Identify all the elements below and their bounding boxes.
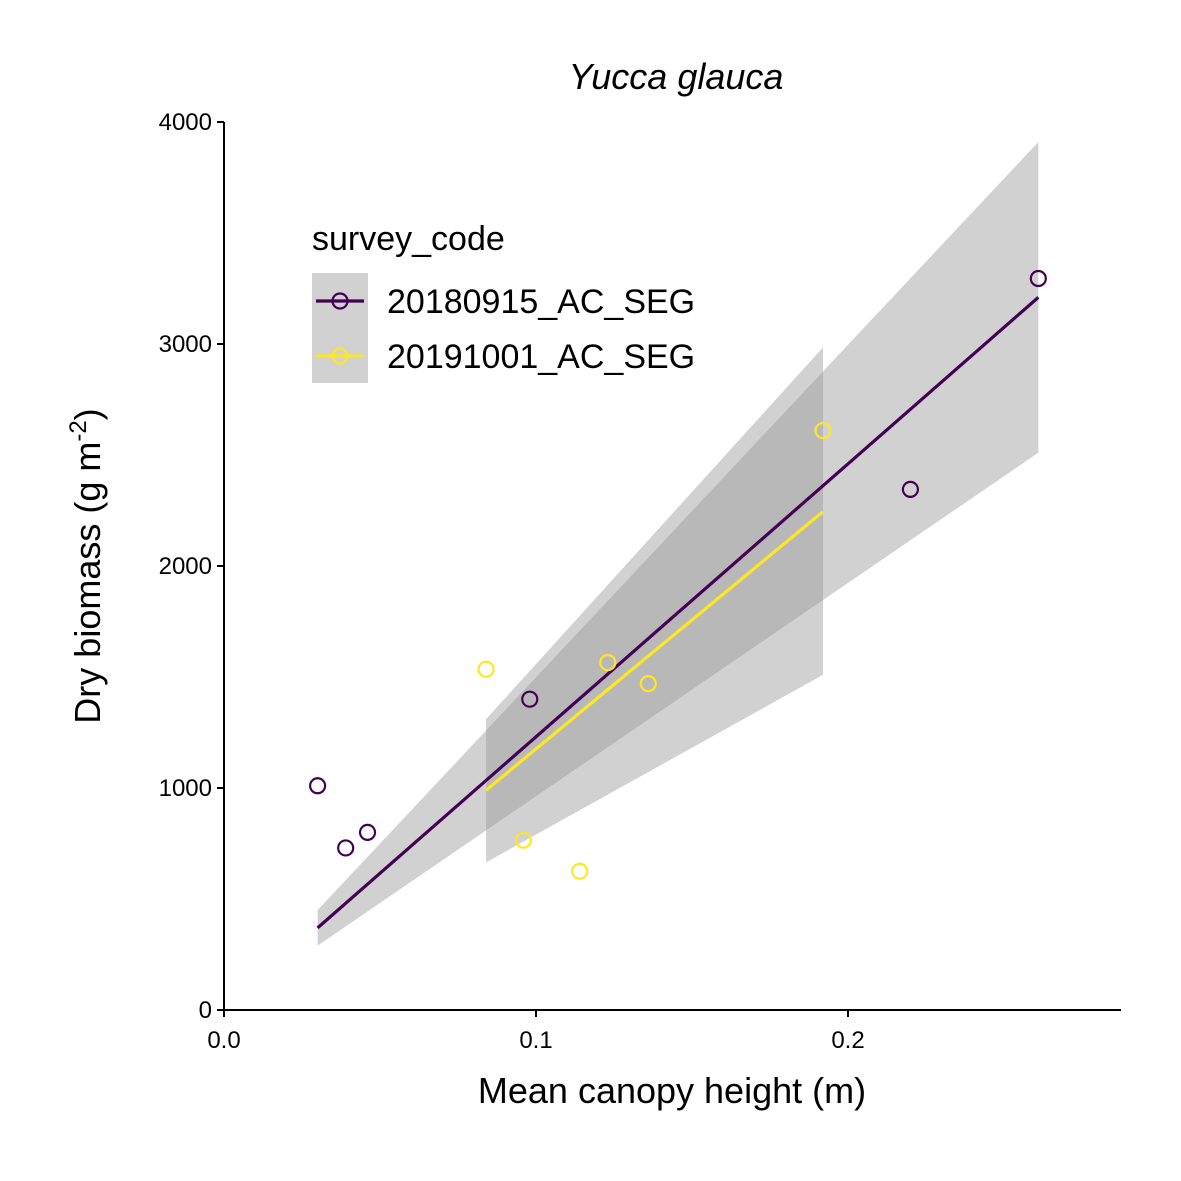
- y-axis-title: Dry biomass (g m-2): [65, 408, 108, 723]
- data-point: [814, 421, 832, 440]
- legend-label: 20180915_AC_SEG: [387, 283, 695, 321]
- confidence-band: [317, 141, 1039, 946]
- x-axis-title: Mean canopy height (m): [478, 1070, 866, 1111]
- data-point: [477, 660, 495, 678]
- y-tick-label: 3000: [159, 331, 212, 358]
- data-point: [358, 823, 377, 842]
- data-point: [337, 839, 355, 857]
- x-tick-label: 0.2: [831, 1027, 864, 1054]
- legend-label: 20191001_AC_SEG: [387, 338, 695, 376]
- y-tick-label: 0: [199, 997, 212, 1024]
- y-axis-ticks: 0 1000 2000 3000 4000: [159, 109, 224, 1024]
- y-axis-title-close: ): [67, 408, 108, 420]
- y-tick-label: 1000: [159, 775, 212, 802]
- x-tick-label: 0.0: [207, 1027, 240, 1054]
- x-tick-label: 0.1: [519, 1027, 552, 1054]
- legend-title: survey_code: [312, 220, 505, 258]
- confidence-band: [486, 347, 824, 863]
- legend-key-point: [331, 347, 349, 365]
- data-point: [639, 675, 657, 693]
- fit-line: [485, 510, 825, 792]
- fit-line: [316, 296, 1040, 930]
- x-axis-ticks: 0.0 0.1 0.2: [207, 1010, 865, 1054]
- data-points: [309, 269, 1047, 880]
- data-point: [521, 690, 539, 708]
- data-point: [514, 831, 533, 849]
- confidence-bands: [317, 141, 1039, 946]
- data-point: [309, 777, 327, 795]
- y-tick-label: 4000: [159, 109, 212, 136]
- y-axis-title-main: Dry biomass (g m: [67, 442, 108, 724]
- fit-lines: [316, 296, 1040, 930]
- data-point: [599, 653, 617, 672]
- data-point: [571, 862, 589, 880]
- y-axis-title-superscript: -2: [65, 420, 92, 441]
- legend-key-point: [331, 292, 349, 310]
- y-tick-label: 2000: [159, 553, 212, 580]
- plot-title: Yucca glauca: [569, 56, 784, 97]
- legend-key-background: [312, 273, 368, 383]
- data-point: [1029, 269, 1047, 288]
- legend: survey_code 20180915_AC_SEG 20191001_AC_S…: [312, 220, 695, 383]
- data-point: [901, 480, 920, 499]
